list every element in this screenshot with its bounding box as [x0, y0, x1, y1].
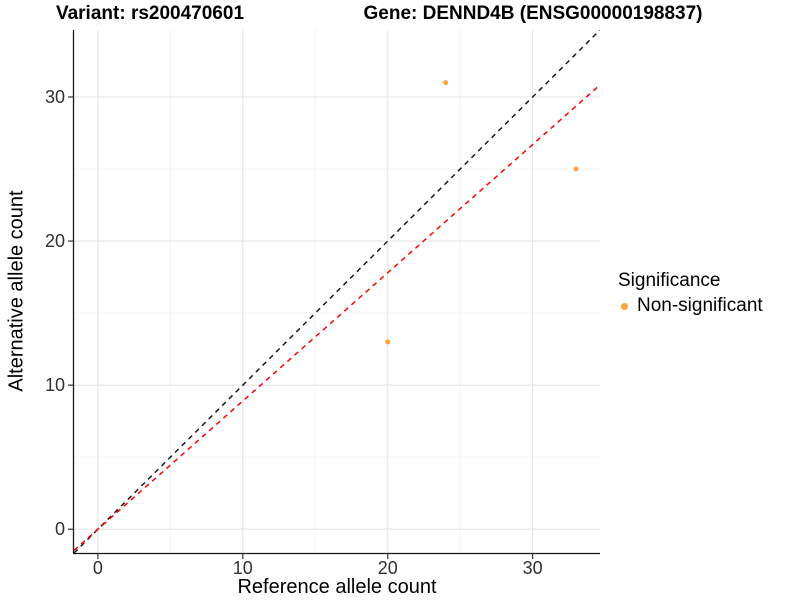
x-tick-label: 0 — [93, 558, 103, 578]
legend-title: Significance — [618, 270, 721, 291]
y-tick-label: 0 — [55, 519, 65, 539]
variant-title: Variant: rs200470601 — [55, 3, 245, 24]
legend-entry: Non-significant — [614, 295, 763, 317]
fit-line — [74, 84, 600, 551]
data-point — [385, 339, 391, 345]
gene-title: Gene: DENND4B (ENSG00000198837) — [363, 3, 703, 24]
x-axis-title: Reference allele count — [237, 576, 437, 598]
x-tick-label: 20 — [378, 558, 398, 578]
x-tick-label: 10 — [233, 558, 253, 578]
y-tick-label: 10 — [45, 375, 65, 395]
legend-point-icon — [621, 302, 628, 310]
identity-line — [74, 30, 600, 553]
y-tick-label: 30 — [45, 87, 65, 107]
y-axis-title: Alternative allele count — [5, 190, 28, 392]
x-tick-label: 30 — [523, 558, 543, 578]
data-point — [443, 80, 449, 86]
y-tick-label: 20 — [45, 231, 65, 251]
legend: Significance Non-significant — [614, 270, 763, 317]
data-point — [573, 166, 579, 172]
legend-entry-label: Non-significant — [637, 295, 763, 316]
